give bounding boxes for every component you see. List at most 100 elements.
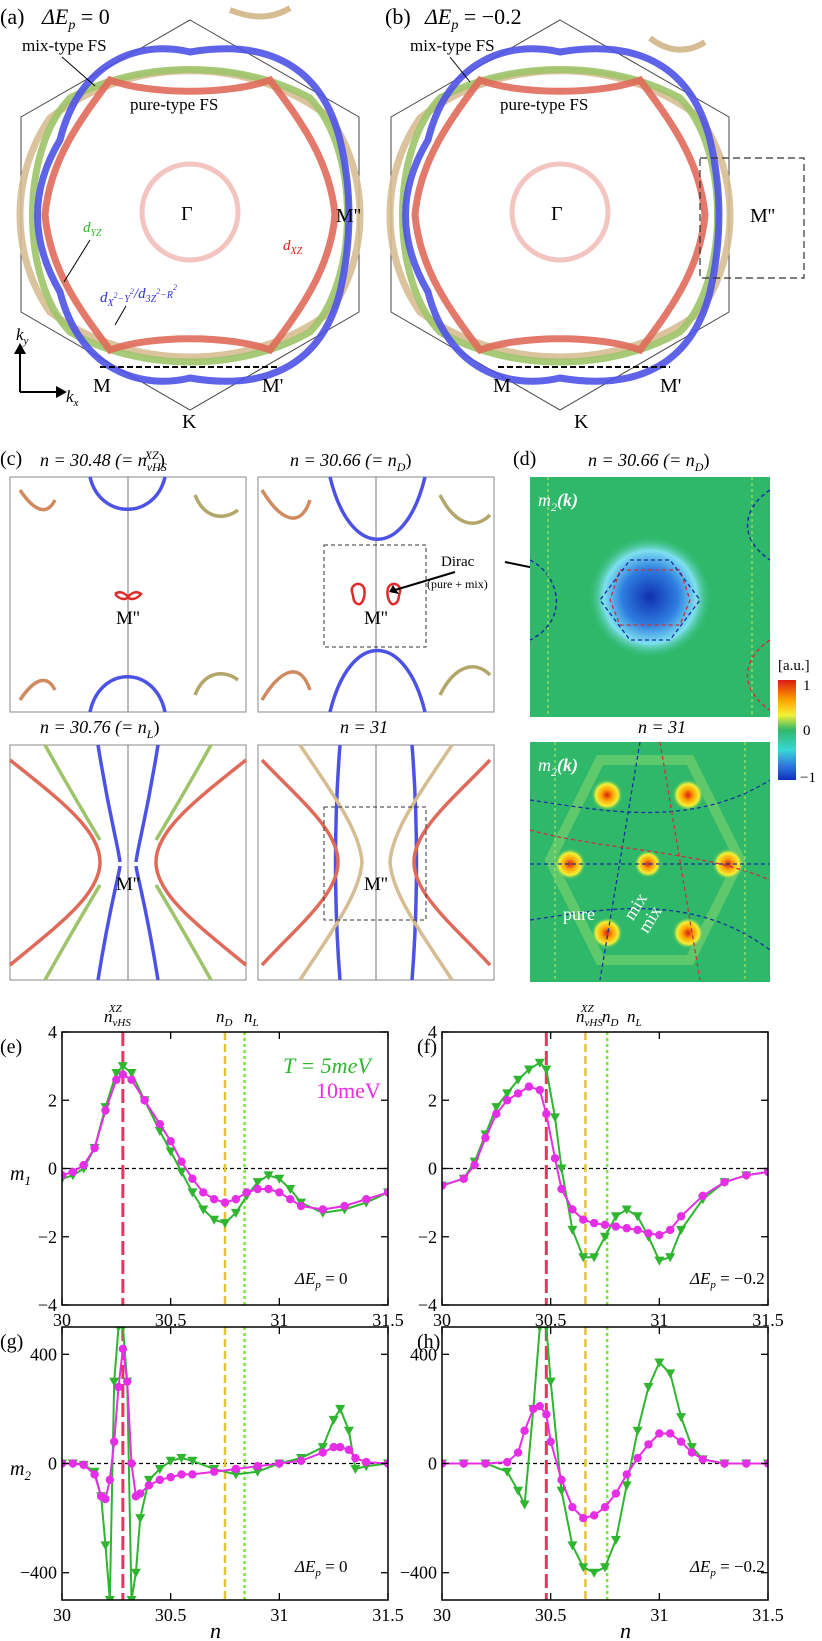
data-point xyxy=(317,1443,328,1453)
plot-area xyxy=(62,1327,388,1600)
c4-xz-right xyxy=(412,758,492,967)
data-point xyxy=(62,1171,67,1180)
series-line xyxy=(442,1061,768,1262)
data-point xyxy=(155,1475,164,1485)
dyz-fs-curve xyxy=(399,66,721,366)
d-bottom-contour xyxy=(659,741,701,981)
data-point xyxy=(600,1232,610,1242)
d-top-contour xyxy=(529,559,557,641)
colorbar-unit: [a.u.] xyxy=(778,658,810,674)
xlabel-right: n xyxy=(620,1618,631,1641)
plot-area xyxy=(62,1032,388,1305)
data-point xyxy=(621,1481,632,1491)
y-tick-label: 0 xyxy=(428,1454,437,1474)
data-point xyxy=(263,1171,274,1181)
x-tick-label: 30.5 xyxy=(535,1310,567,1330)
dirac-arrowhead-left xyxy=(389,585,399,594)
data-point xyxy=(632,1212,643,1222)
x-tick-label: 31.5 xyxy=(752,1310,784,1330)
series-line xyxy=(442,1327,768,1574)
y-tick-label: −4 xyxy=(38,1295,57,1315)
data-point xyxy=(136,1489,145,1498)
data-point xyxy=(600,1220,610,1230)
data-point xyxy=(109,1437,119,1446)
data-point xyxy=(567,1541,578,1551)
data-point xyxy=(655,1230,664,1240)
x-tick-label: 30.5 xyxy=(535,1605,567,1625)
data-point xyxy=(524,1082,534,1091)
c1-mix-tr xyxy=(193,494,240,518)
c4-zoom-box xyxy=(323,806,427,921)
data-point xyxy=(622,1224,631,1233)
data-point xyxy=(198,1205,209,1215)
data-point xyxy=(676,1225,687,1235)
data-point xyxy=(188,1470,197,1479)
plot-area xyxy=(442,1327,768,1600)
dyz-fs-curve xyxy=(29,66,351,366)
data-point xyxy=(537,1327,543,1332)
data-point xyxy=(100,1541,111,1551)
y-tick-label: 0 xyxy=(48,1159,57,1179)
mprime-label: M' xyxy=(262,375,283,397)
pure-fs-label: pure-type FS xyxy=(130,95,218,114)
c4-mix-left xyxy=(298,744,364,981)
data-point xyxy=(542,1109,551,1119)
d-top-title: n = 30.66 (= nD) xyxy=(588,450,709,474)
plot-g: 30 30.5 31 31.5 400 0 −400 xyxy=(20,1326,404,1625)
data-point xyxy=(252,1467,263,1477)
c4-eg-right xyxy=(410,744,419,981)
eg-fs-curve xyxy=(34,45,353,385)
data-point xyxy=(535,1085,544,1095)
data-point xyxy=(567,1225,578,1235)
data-point xyxy=(231,1195,241,1204)
c3-title: n = 30.76 (= nL) xyxy=(40,717,159,741)
data-point xyxy=(541,1065,552,1075)
d-bottom-contour xyxy=(529,829,771,881)
d-bottom-hotspot xyxy=(672,779,704,811)
data-point xyxy=(126,1068,137,1078)
y-tick-label: −2 xyxy=(38,1227,57,1247)
x-tick-label: 31 xyxy=(270,1310,288,1330)
data-point xyxy=(644,1229,653,1238)
data-point xyxy=(264,1184,273,1194)
data-point xyxy=(698,1191,707,1201)
c1-xz-bl xyxy=(18,678,57,701)
data-point xyxy=(253,1184,262,1194)
data-point xyxy=(568,1502,577,1512)
brillouin-zone-hexagon xyxy=(20,19,360,411)
data-point xyxy=(481,1459,490,1468)
data-point xyxy=(117,1062,128,1072)
x-tick-label: 30 xyxy=(53,1605,71,1625)
c3-eg-br xyxy=(134,865,160,981)
data-point xyxy=(127,1075,136,1084)
top-label-vhs-right: nvHSXZ xyxy=(576,1003,603,1029)
data-point xyxy=(109,1377,120,1387)
data-point xyxy=(143,1475,154,1485)
c3-mdprime: M'' xyxy=(116,874,140,895)
data-point xyxy=(115,1327,122,1332)
k-label: K xyxy=(574,411,589,433)
data-point xyxy=(112,1075,121,1084)
x-tick-label: 31 xyxy=(650,1605,668,1625)
mdprime-label: M'' xyxy=(750,205,775,227)
data-point xyxy=(101,1494,110,1504)
d-top-contour xyxy=(746,489,771,561)
brillouin-zone-hexagon xyxy=(390,19,730,411)
data-point xyxy=(118,1070,128,1079)
c3-xz-right xyxy=(154,758,248,967)
data-point xyxy=(165,1456,176,1466)
x-tick-label: 31.5 xyxy=(372,1310,404,1330)
eg-fs-curve xyxy=(402,45,723,385)
d-top-contour xyxy=(599,559,701,641)
c1-title: n = 30.48 (= nvHSXZ) xyxy=(40,448,167,474)
data-point xyxy=(529,1404,538,1414)
d-bottom-contour xyxy=(529,907,771,951)
d-bottom-title: n = 31 xyxy=(638,717,686,737)
data-point xyxy=(127,1459,136,1468)
data-point xyxy=(350,1464,361,1474)
delta-label-g: ΔEp = 0 xyxy=(294,1557,347,1579)
data-point xyxy=(502,1467,513,1477)
y-tick-label: 400 xyxy=(410,1344,437,1364)
data-point xyxy=(666,1429,675,1438)
